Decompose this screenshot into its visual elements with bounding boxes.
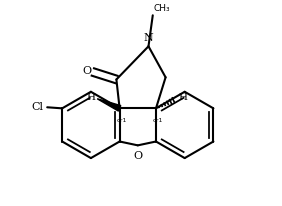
Text: or1: or1 — [153, 118, 163, 123]
Text: O: O — [133, 151, 142, 161]
Polygon shape — [97, 99, 121, 111]
Text: O: O — [83, 66, 92, 76]
Text: or1: or1 — [116, 118, 127, 123]
Text: CH₃: CH₃ — [154, 4, 170, 13]
Text: H: H — [178, 93, 187, 102]
Text: H: H — [87, 93, 95, 102]
Text: N: N — [144, 33, 153, 43]
Text: Cl: Cl — [31, 102, 43, 112]
